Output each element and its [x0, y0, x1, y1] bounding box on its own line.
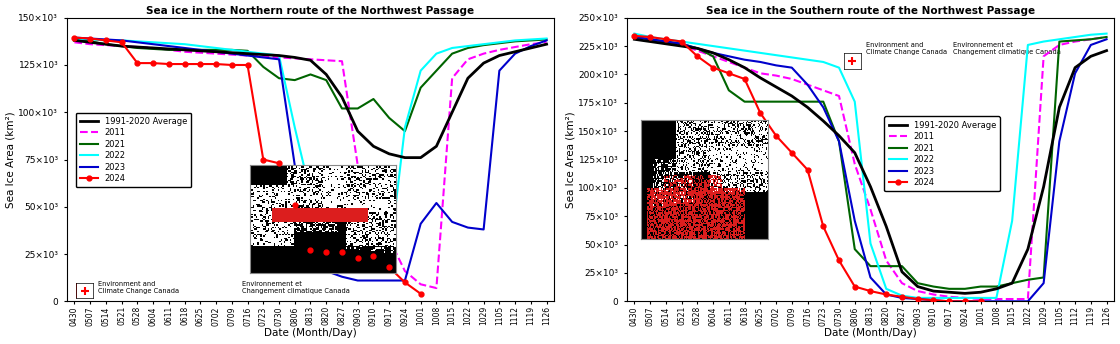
- Y-axis label: Sea Ice Area (km²): Sea Ice Area (km²): [6, 111, 16, 208]
- Title: Sea ice in the Northern route of the Northwest Passage: Sea ice in the Northern route of the Nor…: [147, 6, 475, 15]
- X-axis label: Date (Month/Day): Date (Month/Day): [824, 329, 917, 338]
- X-axis label: Date (Month/Day): Date (Month/Day): [264, 329, 357, 338]
- Y-axis label: Sea Ice Area (km²): Sea Ice Area (km²): [566, 111, 576, 208]
- Legend: 1991-2020 Average, 2011, 2021, 2022, 2023, 2024: 1991-2020 Average, 2011, 2021, 2022, 202…: [885, 116, 1000, 191]
- Text: Environment and
Climate Change Canada: Environment and Climate Change Canada: [866, 42, 946, 55]
- Legend: 1991-2020 Average, 2011, 2021, 2022, 2023, 2024: 1991-2020 Average, 2011, 2021, 2022, 202…: [75, 112, 192, 187]
- Text: Environnement et
Changement climatique Canada: Environnement et Changement climatique C…: [242, 281, 351, 294]
- Title: Sea ice in the Southern route of the Northwest Passage: Sea ice in the Southern route of the Nor…: [706, 6, 1035, 15]
- Text: Environment and
Climate Change Canada: Environment and Climate Change Canada: [99, 281, 179, 294]
- Text: Environnement et
Changement climatique Canada: Environnement et Changement climatique C…: [953, 42, 1062, 55]
